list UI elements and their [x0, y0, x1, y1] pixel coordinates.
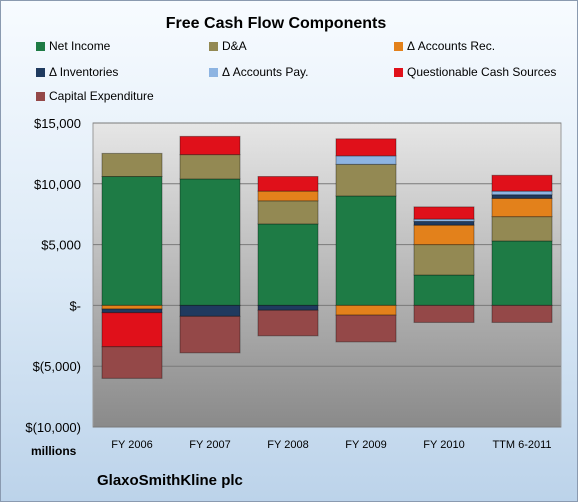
legend-label: Questionable Cash Sources: [407, 65, 557, 79]
legend-item-da: D&A: [209, 39, 247, 53]
bar-segment: [413, 206, 475, 220]
bar-segment: [491, 304, 553, 323]
chart-title: Free Cash Flow Components: [165, 15, 387, 32]
bar-segment: [257, 200, 319, 225]
bar-segment: [179, 154, 241, 180]
bar-segment: [491, 240, 553, 306]
bar-segment: [101, 152, 163, 178]
bar-segment: [413, 304, 475, 323]
bar-segment: [101, 176, 163, 306]
legend-swatch: [209, 42, 218, 51]
x-tick-label: TTM 6-2011: [492, 439, 551, 451]
bar-segment: [101, 304, 163, 310]
bar-segment: [179, 304, 241, 317]
gridlines: [93, 122, 561, 428]
legend-item-questionable-cash: Questionable Cash Sources: [394, 65, 556, 79]
x-tick-label: FY 2009: [345, 439, 386, 451]
y-tick-label: $15,000: [34, 116, 81, 131]
bar-segment: [491, 216, 553, 242]
legend-label: Capital Expenditure: [49, 89, 154, 103]
legend-swatch: [36, 42, 45, 51]
bar-segment: [257, 190, 319, 202]
plot-background: [92, 122, 562, 428]
x-tick-label: FY 2007: [189, 439, 230, 451]
bar-segment: [491, 194, 553, 199]
bar-segment: [413, 274, 475, 306]
legend-item-accounts-pay: Δ Accounts Pay.: [209, 65, 309, 79]
y-tick-label: $(5,000): [33, 359, 81, 374]
bar-segment: [491, 190, 553, 196]
x-tick-label: FY 2006: [111, 439, 152, 451]
legend-item-accounts-rec: Δ Accounts Rec.: [394, 39, 495, 53]
bar-segment: [257, 176, 319, 192]
x-axis-tick-labels: FY 2006 FY 2007 FY 2008 FY 2009 FY 2010 TTM 6…: [111, 439, 551, 451]
bar-segment: [335, 314, 397, 343]
bar-segment: [179, 178, 241, 306]
x-tick-label: FY 2010: [423, 439, 464, 451]
legend-item-inventories: Δ Inventories: [36, 65, 118, 79]
legend-label: Δ Accounts Pay.: [222, 65, 309, 79]
bar-segment: [413, 244, 475, 276]
legend-swatch: [209, 68, 218, 77]
x-tick-label: FY 2008: [267, 439, 308, 451]
bar-segment: [335, 155, 397, 165]
bar-segment: [335, 163, 397, 197]
bar-segment: [335, 138, 397, 157]
legend-label: Net Income: [49, 39, 111, 53]
bar-segment: [257, 223, 319, 306]
bar-segment: [491, 197, 553, 218]
bar-segment: [491, 174, 553, 192]
company-name: GlaxoSmithKline plc: [97, 472, 243, 489]
bar-segment: [335, 304, 397, 316]
y-tick-label: $(10,000): [25, 420, 81, 435]
y-axis-tick-labels: $15,000 $10,000 $5,000 $- $(5,000) $(10,000): [25, 116, 81, 435]
bar-segment: [179, 135, 241, 156]
legend-label: Δ Accounts Rec.: [407, 39, 496, 53]
units-label: millions: [31, 444, 77, 458]
bar-segment: [101, 308, 163, 314]
bar-segment: [413, 224, 475, 246]
legend-swatch: [36, 68, 45, 77]
bar-segment: [179, 315, 241, 354]
y-tick-label: $5,000: [41, 238, 81, 253]
bar-segment: [335, 195, 397, 306]
legend-label: D&A: [222, 39, 247, 53]
y-tick-label: $-: [69, 298, 81, 313]
bar-segment: [257, 309, 319, 337]
legend-swatch: [36, 92, 45, 101]
legend-swatch: [394, 42, 403, 51]
y-tick-label: $10,000: [34, 177, 81, 192]
bar-segment: [101, 346, 163, 379]
legend-swatch: [394, 68, 403, 77]
bar-stacks: [101, 135, 553, 379]
bar-segment: [413, 220, 475, 226]
bar-segment: [101, 312, 163, 348]
legend-item-capex: Capital Expenditure: [36, 89, 154, 103]
legend-item-net-income: Net Income: [36, 39, 110, 53]
legend-label: Δ Inventories: [49, 65, 119, 79]
bar-segment: [257, 304, 319, 311]
